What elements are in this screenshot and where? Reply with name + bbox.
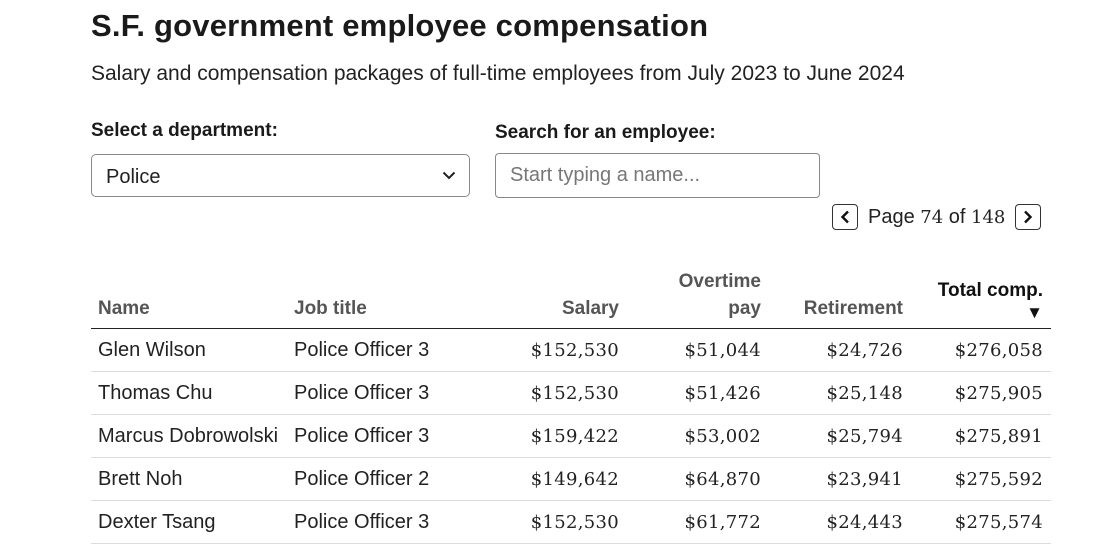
- compensation-table: Name Job title Salary Overtime pay Retir…: [91, 268, 1051, 544]
- table-row: Brett Noh Police Officer 2 $149,642 $64,870…: [91, 457, 1051, 501]
- cell-retirement: $24,726: [769, 328, 911, 372]
- chevron-down-icon: [441, 168, 457, 184]
- cell-salary: $152,530: [477, 500, 627, 544]
- page-subtitle: Salary and compensation packages of full…: [91, 62, 905, 85]
- sort-descending-icon: ▼: [1026, 303, 1043, 322]
- cell-name: Marcus Dobrowolski: [91, 414, 287, 458]
- cell-name: Glen Wilson: [91, 328, 287, 372]
- chevron-right-icon: [1024, 210, 1033, 224]
- column-header-name[interactable]: Name: [91, 268, 287, 329]
- cell-overtime: $51,426: [627, 371, 769, 415]
- current-page: 74: [920, 206, 944, 228]
- cell-retirement: $25,148: [769, 371, 911, 415]
- cell-retirement: $25,794: [769, 414, 911, 458]
- cell-job-title: Police Officer 3: [287, 414, 477, 458]
- cell-total: $275,905: [911, 371, 1051, 415]
- cell-name: Brett Noh: [91, 457, 287, 501]
- cell-job-title: Police Officer 3: [287, 371, 477, 415]
- cell-retirement: $24,443: [769, 500, 911, 544]
- cell-total: $276,058: [911, 328, 1051, 372]
- cell-overtime: $64,870: [627, 457, 769, 501]
- prev-page-button[interactable]: [832, 204, 858, 230]
- department-select-value: Police: [106, 165, 161, 188]
- cell-job-title: Police Officer 3: [287, 328, 477, 372]
- table-row: Marcus Dobrowolski Police Officer 3 $159,4…: [91, 414, 1051, 458]
- cell-overtime: $53,002: [627, 414, 769, 458]
- cell-name: Thomas Chu: [91, 371, 287, 415]
- cell-salary: $152,530: [477, 371, 627, 415]
- cell-retirement: $23,941: [769, 457, 911, 501]
- pagination: Page 74 of 148: [832, 203, 1042, 231]
- cell-overtime: $51,044: [627, 328, 769, 372]
- cell-salary: $159,422: [477, 414, 627, 458]
- cell-job-title: Police Officer 3: [287, 500, 477, 544]
- cell-name: Dexter Tsang: [91, 500, 287, 544]
- column-header-total[interactable]: Total comp. ▼: [911, 268, 1051, 329]
- cell-salary: $149,642: [477, 457, 627, 501]
- column-header-overtime[interactable]: Overtime pay: [627, 268, 769, 329]
- cell-total: $275,891: [911, 414, 1051, 458]
- of-word: of: [948, 205, 966, 228]
- search-label: Search for an employee:: [495, 122, 716, 143]
- total-pages: 148: [971, 206, 1006, 228]
- table-row: Thomas Chu Police Officer 3 $152,530 $51,42…: [91, 371, 1051, 415]
- next-page-button[interactable]: [1015, 204, 1042, 230]
- column-header-job-title[interactable]: Job title: [287, 268, 477, 329]
- employee-search-input[interactable]: [495, 153, 820, 198]
- cell-total: $275,574: [911, 500, 1051, 544]
- table-header-row: Name Job title Salary Overtime pay Retir…: [91, 268, 1051, 329]
- page-word: Page: [868, 205, 915, 228]
- column-header-salary[interactable]: Salary: [477, 268, 627, 329]
- cell-salary: $152,530: [477, 328, 627, 372]
- chevron-left-icon: [840, 210, 849, 224]
- cell-total: $275,592: [911, 457, 1051, 501]
- total-header-label: Total comp.: [937, 280, 1043, 301]
- table-row: Dexter Tsang Police Officer 3 $152,530 $61,…: [91, 500, 1051, 544]
- department-label: Select a department:: [91, 120, 278, 141]
- page-title: S.F. government employee compensation: [91, 8, 709, 43]
- column-header-retirement[interactable]: Retirement: [769, 268, 911, 329]
- overtime-header-label: Overtime pay: [678, 271, 761, 319]
- page-indicator: Page 74 of 148: [868, 206, 1005, 229]
- cell-job-title: Police Officer 2: [287, 457, 477, 501]
- department-select[interactable]: Police: [91, 154, 470, 197]
- table-row: Glen Wilson Police Officer 3 $152,530 $51,0…: [91, 328, 1051, 372]
- cell-overtime: $61,772: [627, 500, 769, 544]
